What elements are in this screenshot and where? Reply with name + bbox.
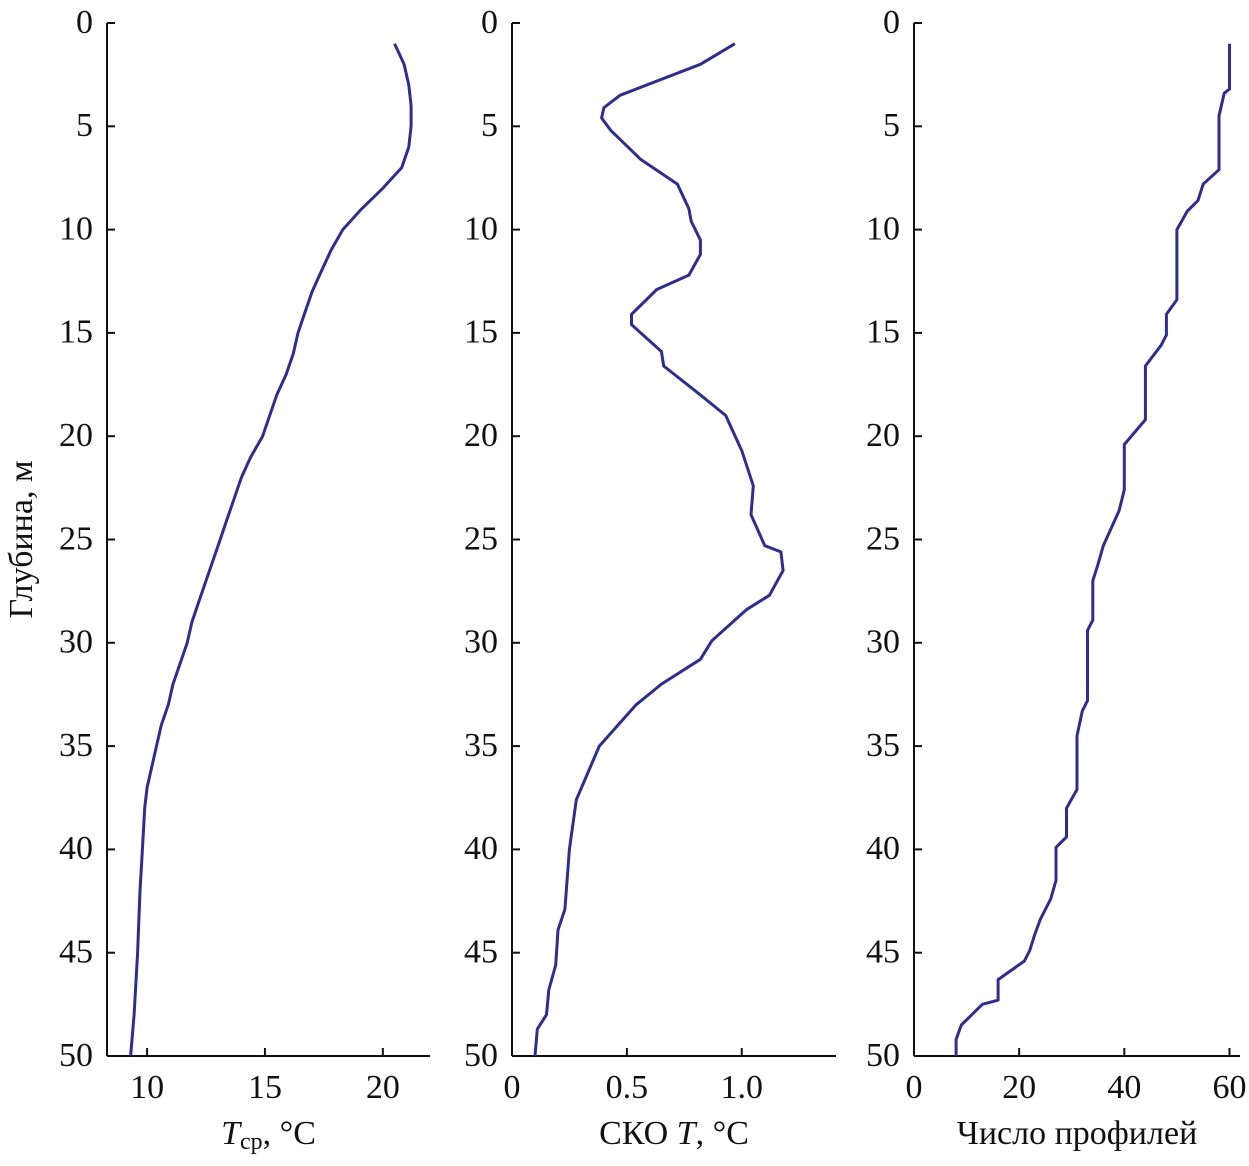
y-tick-label: 35 — [464, 727, 498, 764]
y-tick-label: 45 — [59, 933, 93, 970]
x-tick-label: 0.5 — [606, 1069, 649, 1106]
y-tick-label: 25 — [866, 520, 900, 557]
y-tick-label: 40 — [866, 830, 900, 867]
label-part: T — [677, 1115, 698, 1152]
y-tick-label: 50 — [464, 1037, 498, 1074]
label-part: T — [221, 1115, 242, 1152]
y-axis-label: Глубина, м — [3, 461, 40, 619]
data-line — [954, 43, 1231, 1056]
x-tick-label: 1.0 — [721, 1069, 764, 1106]
y-tick-label: 35 — [866, 727, 900, 764]
y-tick-label: 35 — [59, 727, 93, 764]
y-tick-label: 50 — [866, 1037, 900, 1074]
x-tick-label: 0 — [906, 1069, 923, 1106]
x-axis-label: Число профилей — [957, 1115, 1198, 1152]
y-tick-label: 0 — [883, 4, 900, 41]
y-tick-label: 45 — [464, 933, 498, 970]
y-tick-label: 20 — [866, 417, 900, 454]
y-tick-label: 5 — [883, 107, 900, 144]
label-part: Число профилей — [957, 1115, 1198, 1152]
label-part: ср — [240, 1129, 263, 1155]
x-tick-label: 60 — [1212, 1069, 1246, 1106]
y-tick-label: 10 — [866, 210, 900, 247]
y-tick-label: 10 — [59, 210, 93, 247]
x-tick-label: 20 — [366, 1069, 400, 1106]
y-tick-label: 50 — [59, 1037, 93, 1074]
y-tick-label: 15 — [464, 314, 498, 351]
label-part: , °C — [696, 1115, 749, 1152]
x-tick-label: 15 — [248, 1069, 282, 1106]
label-part: , °C — [263, 1115, 316, 1152]
y-tick-label: 0 — [76, 4, 93, 41]
data-line — [533, 42, 785, 1057]
x-tick-label: 20 — [1002, 1069, 1036, 1106]
x-axis-label: СКО T, °C — [599, 1115, 749, 1152]
x-tick-label: 40 — [1107, 1069, 1141, 1106]
y-tick-label: 20 — [464, 417, 498, 454]
y-tick-label: 40 — [59, 830, 93, 867]
y-tick-label: 25 — [464, 520, 498, 557]
label-part: СКО — [599, 1115, 677, 1152]
x-axis-label: Tср, °C — [221, 1115, 316, 1155]
y-tick-label: 5 — [76, 107, 93, 144]
y-tick-label: 30 — [59, 624, 93, 661]
y-tick-label: 20 — [59, 417, 93, 454]
x-tick-label: 10 — [130, 1069, 164, 1106]
y-tick-label: 15 — [866, 314, 900, 351]
y-tick-label: 0 — [481, 4, 498, 41]
x-tick-label: 0 — [504, 1069, 521, 1106]
y-tick-label: 40 — [464, 830, 498, 867]
data-line — [129, 43, 413, 1057]
y-tick-label: 30 — [866, 624, 900, 661]
y-tick-label: 45 — [866, 933, 900, 970]
y-tick-label: 30 — [464, 624, 498, 661]
y-tick-label: 15 — [59, 314, 93, 351]
y-tick-label: 10 — [464, 210, 498, 247]
y-tick-label: 5 — [481, 107, 498, 144]
y-tick-label: 25 — [59, 520, 93, 557]
